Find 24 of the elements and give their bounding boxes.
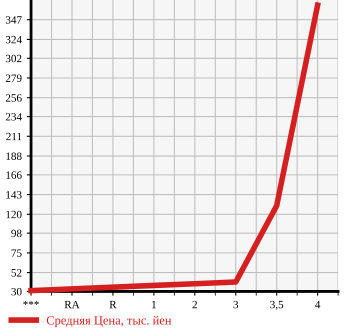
y-tick-label: 52: [12, 269, 22, 277]
y-tick-label: 279: [6, 74, 22, 82]
y-tick-label: 188: [6, 152, 22, 160]
y-tick-label: 347: [6, 16, 22, 24]
y-tick-label: 98: [11, 230, 22, 238]
y-tick-label: 256: [6, 94, 22, 102]
y-tick-label: 324: [6, 36, 22, 44]
x-tick-label: 4: [315, 300, 320, 308]
y-tick-label: 211: [6, 132, 22, 140]
x-tick-label: 3,5: [270, 300, 284, 310]
y-tick-label: 234: [6, 113, 22, 121]
x-tick-label: 1: [152, 300, 156, 308]
legend-label: Средняя Цена, тыс. йен: [46, 316, 172, 328]
y-tick-label: 166: [6, 171, 22, 179]
y-tick-label: 75: [12, 249, 22, 257]
x-tick-label: 3: [234, 300, 238, 308]
y-tick-label: 30: [11, 288, 22, 296]
y-tick-label: 143: [6, 191, 22, 199]
x-tick-label: ***: [23, 300, 39, 305]
x-tick-label: RA: [64, 300, 80, 308]
x-tick-label: R: [110, 300, 117, 308]
y-tick-label: 120: [6, 210, 22, 218]
x-tick-label: 2: [192, 300, 197, 308]
y-tick-label: 302: [6, 54, 22, 62]
